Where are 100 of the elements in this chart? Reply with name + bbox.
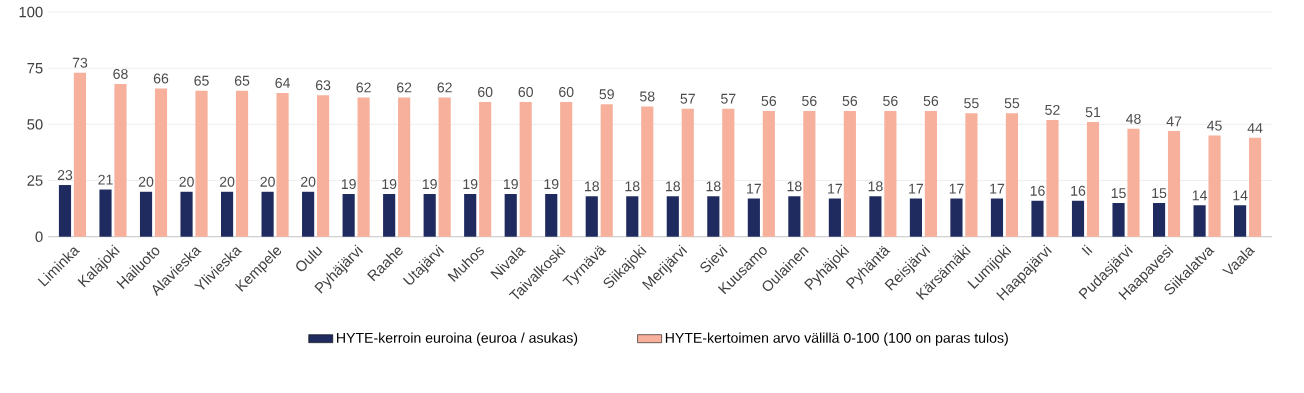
bar [641, 106, 654, 237]
data-label: 19 [341, 178, 356, 189]
bar [843, 110, 856, 237]
bar [762, 110, 775, 237]
bar [276, 92, 289, 237]
data-label: 18 [585, 181, 599, 192]
data-label: 65 [194, 75, 209, 86]
data-label: 66 [153, 73, 169, 84]
bar [1234, 205, 1247, 237]
bar [965, 113, 978, 237]
y-tick-label: 25 [27, 175, 43, 186]
bar [1167, 131, 1181, 237]
data-label: 55 [964, 98, 979, 109]
data-label: 19 [422, 178, 437, 189]
bar [317, 95, 330, 237]
data-label: 62 [437, 82, 452, 93]
bar [1005, 113, 1019, 237]
bar [139, 191, 153, 237]
bar [681, 108, 694, 237]
data-label: 19 [463, 178, 478, 189]
data-label: 18 [666, 181, 681, 192]
bar [545, 193, 558, 237]
data-label: 20 [260, 176, 275, 187]
data-label: 52 [1045, 104, 1060, 115]
y-tick-label: 100 [19, 6, 43, 18]
data-label: 48 [1126, 113, 1141, 124]
y-tick-label: 75 [27, 62, 43, 74]
bar [464, 193, 477, 237]
bar [58, 184, 72, 237]
data-label: 20 [300, 176, 316, 187]
data-label: 16 [1030, 185, 1045, 196]
data-label: 60 [559, 86, 574, 97]
bar [357, 97, 370, 237]
data-label: 15 [1152, 188, 1167, 198]
bar [585, 196, 598, 237]
bar [924, 110, 937, 237]
data-label: 55 [1004, 98, 1020, 109]
data-label: 17 [949, 183, 964, 194]
bar [909, 198, 923, 237]
data-label: 19 [503, 178, 518, 189]
data-label: 56 [923, 95, 939, 106]
data-label: 56 [883, 95, 898, 106]
data-label: 68 [113, 68, 128, 79]
data-label: 19 [382, 178, 397, 189]
data-label: 58 [639, 91, 655, 102]
bar [99, 189, 112, 237]
data-label: 65 [234, 75, 250, 86]
data-label: 57 [721, 93, 736, 104]
data-label: 62 [397, 82, 412, 93]
bar [73, 72, 87, 237]
bar [1248, 137, 1262, 237]
bar [803, 110, 816, 237]
data-label: 63 [315, 80, 331, 91]
data-label: 18 [787, 181, 802, 192]
data-label: 45 [1207, 120, 1222, 131]
data-label: 15 [1111, 188, 1126, 198]
bar [342, 193, 355, 237]
bar [1112, 202, 1125, 237]
data-label: 14 [1233, 190, 1248, 201]
data-label: 60 [478, 86, 493, 97]
bar [1086, 122, 1100, 237]
data-label: 47 [1166, 116, 1182, 127]
bar [195, 90, 208, 237]
data-label: 20 [179, 176, 194, 187]
bar [180, 191, 193, 237]
bar [560, 101, 573, 237]
data-label: 51 [1085, 107, 1101, 118]
data-label: 60 [518, 86, 533, 97]
data-label: 62 [356, 82, 371, 93]
bar [828, 198, 841, 237]
data-label: 21 [98, 174, 113, 185]
bar [666, 196, 679, 237]
bar [1152, 202, 1166, 237]
bar [1071, 200, 1085, 237]
bar [1046, 119, 1059, 237]
bar [1031, 200, 1044, 237]
bar [600, 104, 613, 237]
bar [154, 88, 168, 237]
y-tick-label: 50 [27, 119, 43, 130]
data-label: 17 [909, 183, 924, 194]
data-label: 56 [802, 95, 817, 106]
data-label: 17 [990, 183, 1005, 194]
data-label: 23 [57, 169, 73, 180]
data-label: 20 [138, 176, 154, 187]
data-label: 17 [828, 183, 843, 194]
bar [1193, 205, 1206, 237]
bar [788, 196, 801, 237]
data-label: 18 [625, 181, 640, 192]
bar [220, 191, 234, 237]
bar [114, 83, 127, 237]
data-label: 64 [275, 77, 290, 88]
bar [884, 110, 897, 237]
bar [869, 196, 882, 237]
bar [990, 198, 1004, 237]
bar [950, 198, 963, 237]
data-label: 57 [680, 93, 695, 104]
data-label: 56 [842, 95, 858, 106]
data-label: 73 [72, 57, 88, 68]
bar [1208, 135, 1221, 237]
bar [722, 108, 735, 237]
